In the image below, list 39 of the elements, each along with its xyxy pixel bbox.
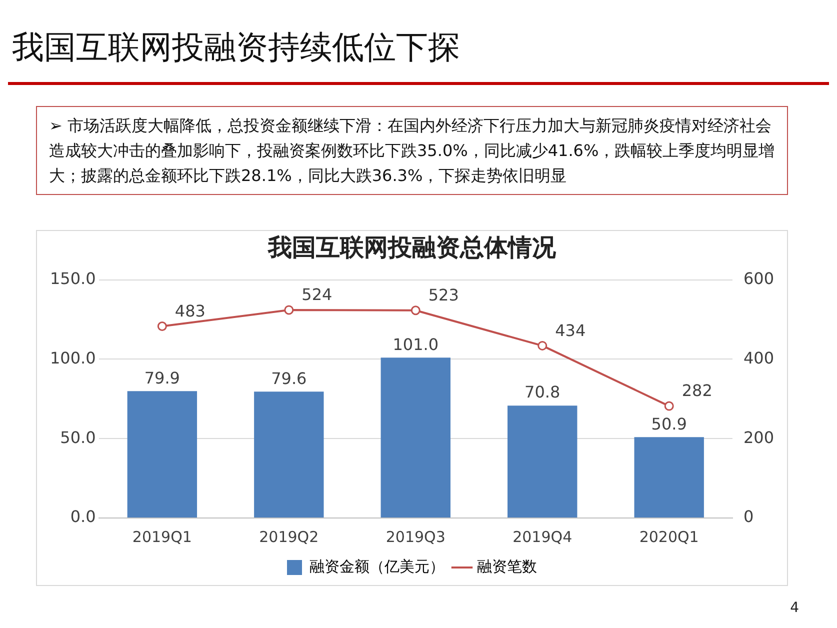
y-tick-label: 100.0 — [50, 348, 96, 368]
data-label: 101.0 — [392, 334, 439, 354]
data-label: 524 — [302, 285, 332, 304]
y2-tick-label: 200 — [743, 428, 774, 447]
y-tick-label: 0.0 — [70, 507, 96, 526]
point — [284, 305, 294, 315]
y2-tick-label: 600 — [743, 268, 774, 288]
x-tick-label: 2019Q4 — [512, 528, 572, 546]
data-label: 523 — [428, 286, 459, 305]
data-label: 50.9 — [651, 414, 687, 434]
bar — [127, 391, 198, 518]
y-tick-label: 150.0 — [50, 268, 96, 288]
data-label: 79.9 — [144, 368, 180, 388]
x-tick-label: 2019Q1 — [132, 528, 192, 546]
text: 4 — [790, 600, 799, 616]
legend-label: 融资金额（亿美元） — [310, 557, 444, 576]
data-label: 282 — [682, 381, 712, 400]
point — [538, 340, 548, 350]
legend-label: 融资笔数 — [477, 557, 537, 576]
data-label: 79.6 — [271, 368, 307, 388]
data-label: 434 — [555, 320, 586, 340]
x-tick-label: 2019Q3 — [386, 528, 446, 546]
point — [157, 322, 167, 331]
y2-tick-label: 0 — [743, 507, 754, 526]
bar — [508, 406, 578, 518]
text: ➢ 市场活跃度大幅降低，总投资金额继续下滑：在国内外经济下行压力加大与新冠肺炎疫情对经济社会造成较大冲击的叠加影响下，投融资案例数环比下跌35.0%，同比减少41.6%，跌幅较上季度均明显增大；披露的总金额环比下跌28.1%，同比大跌36.3%，下探走势依旧明显 — [36, 106, 788, 195]
y2-tick-label: 400 — [743, 348, 774, 368]
bar — [380, 358, 450, 518]
x-tick-label: 2020Q1 — [639, 528, 699, 546]
data-label: 70.8 — [524, 382, 560, 402]
point — [664, 401, 674, 411]
bar — [254, 392, 324, 518]
chart-subtitle: 我国互联网投融资总体情况 — [267, 234, 557, 262]
x-tick-label: 2019Q2 — [259, 528, 319, 546]
bar — [634, 437, 704, 518]
y-tick-label: 50.0 — [60, 428, 96, 447]
data-label: 483 — [174, 301, 206, 320]
chart-title: 我国互联网投融资持续低位下探 — [12, 27, 460, 68]
point — [410, 306, 420, 316]
